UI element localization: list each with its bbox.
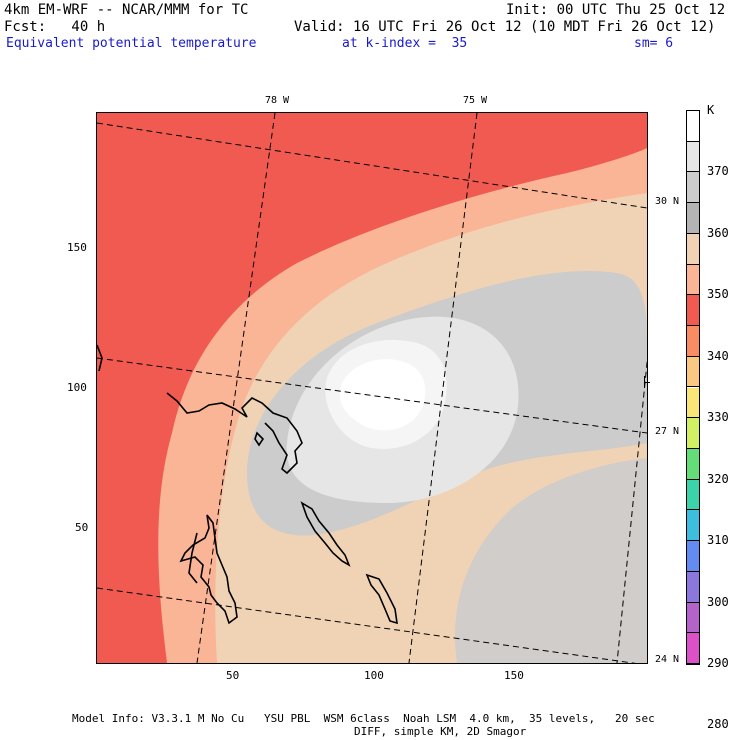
colorbar-cell (687, 633, 699, 664)
colorbar-cell (687, 295, 699, 327)
lat-label: 30 N (655, 196, 680, 207)
colorbar-cell (687, 141, 699, 173)
storm-core (339, 359, 426, 431)
frame-tick (644, 376, 645, 388)
lon-label: 78 W (265, 95, 290, 106)
init-time: Init: 00 UTC Thu 25 Oct 12 (506, 2, 726, 18)
colorbar-cell (687, 172, 699, 204)
field-360-south (455, 458, 647, 663)
lat-label: 24 N (655, 654, 680, 665)
colorbar-label: 300 (707, 594, 729, 609)
model-info-2: DIFF, simple KM, 2D Smagor (354, 725, 527, 738)
colorbar-cell (687, 602, 699, 634)
valid-time: Valid: 16 UTC Fri 26 Oct 12 (10 MDT Fri … (294, 19, 716, 35)
y-tick-label: 50 (75, 521, 89, 534)
level-label: at k-index = 35 (342, 36, 468, 51)
colorbar-label: 310 (707, 533, 729, 548)
x-tick-label: 150 (504, 669, 524, 682)
latlon-grid (97, 113, 647, 663)
colorbar-cell (687, 203, 699, 234)
model-title: 4km EM-WRF -- NCAR/MMM for TC (4, 2, 249, 18)
colorbar-label: 290 (707, 656, 729, 670)
colorbar-label: 370 (707, 164, 729, 179)
colorbar-cell (687, 356, 699, 388)
colorbar-cell (687, 571, 699, 603)
lat-label: 27 N (655, 426, 680, 437)
theta-e-field (97, 113, 647, 663)
colorbar-cell (687, 387, 699, 419)
colorbar-cell (687, 233, 699, 265)
x-tick-label: 100 (364, 669, 384, 682)
field-name: Equivalent potential temperature (6, 36, 257, 51)
smoothing-label: sm= 6 (634, 36, 674, 51)
colorbar-label: 330 (707, 410, 729, 425)
lon-label: 75 W (463, 95, 488, 106)
y-tick-label: 150 (67, 241, 87, 254)
colorbar-cell (687, 541, 699, 572)
model-info: Model Info: V3.3.1 M No Cu YSU PBL WSM 6… (72, 712, 655, 725)
colorbar-label: 350 (707, 287, 729, 302)
colorbar-label: 340 (707, 348, 729, 363)
colorbar-cell (687, 418, 699, 449)
colorbar-cell (687, 510, 699, 542)
y-tick-label: 100 (67, 381, 87, 394)
colorbar-cell (687, 264, 699, 296)
forecast-hour: Fcst: 40 h (4, 19, 106, 35)
colorbar (686, 110, 700, 665)
colorbar-label: 280 (707, 717, 729, 732)
coastlines (97, 344, 398, 625)
colorbar-cell (687, 479, 699, 511)
colorbar-cell (687, 111, 699, 142)
colorbar-unit: K (707, 103, 715, 117)
frame-tick (644, 382, 650, 383)
x-tick-label: 50 (226, 669, 240, 682)
map-panel (96, 112, 648, 664)
colorbar-label: 360 (707, 225, 729, 240)
colorbar-cell (687, 326, 699, 357)
colorbar-cell (687, 448, 699, 480)
colorbar-label: 320 (707, 471, 729, 486)
